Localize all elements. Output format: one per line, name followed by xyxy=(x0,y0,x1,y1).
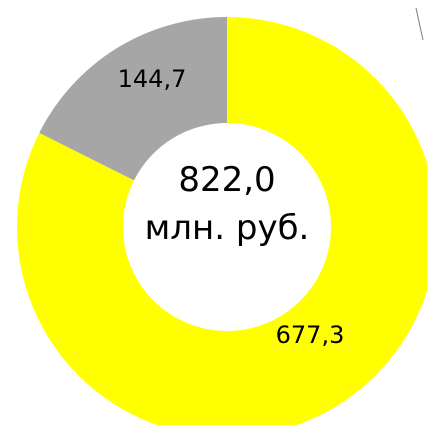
slice-label-yellow: 677,3 xyxy=(276,321,345,349)
clipped-edge-line xyxy=(415,7,424,41)
donut-center-total: 822,0 млн. руб. xyxy=(112,156,342,252)
slice-gray xyxy=(39,17,228,181)
total-value: 822,0 xyxy=(178,160,276,200)
slice-label-gray: 144,7 xyxy=(118,65,187,93)
total-unit: млн. руб. xyxy=(144,208,310,248)
donut-slices xyxy=(17,17,427,425)
slice-yellow xyxy=(17,17,427,425)
